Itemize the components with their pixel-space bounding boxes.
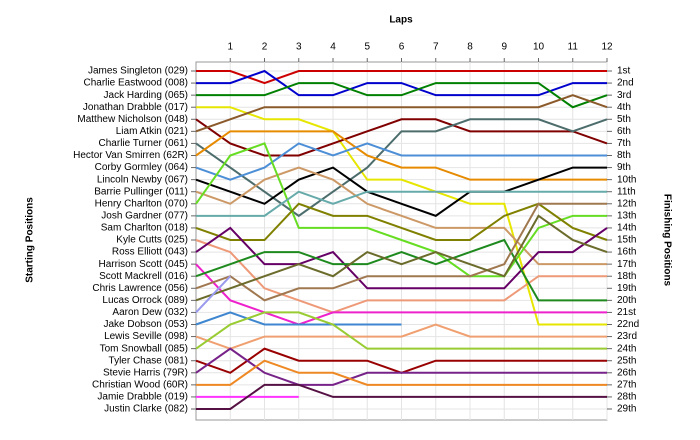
- series-line: [195, 202, 607, 302]
- y2-tick-label: 26th: [617, 367, 636, 378]
- series-line: [196, 82, 608, 109]
- y2-tick-label: 3rd: [617, 90, 631, 101]
- series-line: [196, 70, 607, 85]
- y2-tick-label: 22nd: [617, 319, 639, 330]
- legend-label: Jack Harding (065): [104, 90, 188, 101]
- series-line: [196, 69, 607, 97]
- x-tick-label: 5: [364, 42, 370, 53]
- x-tick-label: 10: [533, 42, 545, 53]
- x-tick-label: 6: [399, 42, 405, 53]
- x-tick-label: 7: [433, 42, 439, 53]
- y2-tick-label: 7th: [617, 138, 631, 149]
- legend-label: Josh Gardner (077): [101, 210, 188, 221]
- legend-label: Stevie Harris (79R): [103, 367, 188, 378]
- x-tick-label: 2: [262, 42, 268, 53]
- y2-tick-label: 12th: [617, 198, 636, 209]
- y2-tick-label: 18th: [617, 271, 636, 282]
- y2-tick-label: 23rd: [617, 331, 637, 342]
- x-tick-label: 8: [467, 42, 473, 53]
- legend-label: Barrie Pullinger (011): [94, 186, 188, 197]
- legend-label: Jake Dobson (053): [104, 319, 189, 330]
- y2-tick-label: 5th: [617, 114, 631, 125]
- y2-tick-label: 15th: [617, 235, 636, 246]
- y2-tick-label: 1st: [617, 66, 631, 77]
- legend-label: Kyle Cutts (025): [116, 235, 188, 246]
- y2-tick-label: 27th: [617, 379, 636, 390]
- series-line: [195, 94, 608, 133]
- legend-label: Lincoln Newby (067): [97, 174, 188, 185]
- legend-label: Henry Charlton (070): [95, 198, 188, 209]
- series-line: [195, 166, 607, 266]
- y2-tick-label: 6th: [617, 126, 631, 137]
- y2-tick-label: 17th: [617, 259, 636, 270]
- series-line: [195, 347, 607, 386]
- x-tick-label: 4: [330, 42, 336, 53]
- legend-label: Lucas Orrock (089): [102, 295, 188, 306]
- legend-label: Jonathan Drabble (017): [83, 102, 188, 113]
- y2-axis-title: Finishing Positions: [661, 194, 672, 287]
- legend-label: Harrison Scott (045): [99, 259, 188, 270]
- series-line: [196, 359, 607, 386]
- series-line: [195, 311, 402, 326]
- x-axis-title: Laps: [389, 15, 413, 26]
- y2-tick-label: 28th: [617, 392, 636, 403]
- y2-tick-label: 2nd: [617, 78, 634, 89]
- x-tick-label: 9: [501, 42, 507, 53]
- y2-tick-label: 24th: [617, 343, 636, 354]
- y2-tick-label: 13th: [617, 210, 636, 221]
- series-line: [195, 323, 607, 350]
- legend-label: Sam Charlton (018): [101, 223, 188, 234]
- legend-label: Matthew Nicholson (048): [77, 114, 188, 125]
- x-tick-label: 1: [227, 42, 233, 53]
- legend-label: Aaron Dew (032): [112, 307, 188, 318]
- legend-label: Hector Van Smirren (62R): [73, 150, 188, 161]
- y2-tick-label: 14th: [617, 223, 636, 234]
- legend-label: Scott Mackrell (016): [99, 271, 188, 282]
- series-line: [195, 118, 608, 157]
- series-line: [196, 383, 607, 410]
- y-axis-title: Starting Positions: [25, 197, 36, 283]
- y2-tick-label: 4th: [617, 102, 631, 113]
- legend-label: Justin Clarke (082): [104, 404, 188, 415]
- series-line: [195, 118, 608, 218]
- legend-label: Lewis Seville (098): [104, 331, 188, 342]
- y2-tick-label: 25th: [617, 355, 636, 366]
- series-line: [195, 226, 608, 290]
- series-line: [195, 311, 607, 350]
- x-tick-label: 11: [568, 42, 579, 53]
- legend-label: Liam Atkin (021): [116, 126, 188, 137]
- series-line: [195, 142, 607, 181]
- legend-label: Charlie Turner (061): [99, 138, 188, 149]
- series-line: [195, 142, 607, 278]
- y2-tick-label: 19th: [617, 283, 636, 294]
- legend-label: Charlie Eastwood (008): [84, 78, 189, 89]
- y2-tick-label: 10th: [617, 174, 636, 185]
- y2-tick-label: 29th: [617, 404, 636, 415]
- y2-tick-label: 8th: [617, 150, 631, 161]
- legend-label: Jamie Drabble (019): [97, 392, 188, 403]
- legend-label: Christian Wood (60R): [92, 379, 188, 390]
- y2-tick-label: 9th: [617, 162, 631, 173]
- y2-tick-label: 20th: [617, 295, 636, 306]
- legend-label: Corby Gormley (064): [95, 162, 188, 173]
- y2-tick-label: 21st: [617, 307, 636, 318]
- legend-label: Tom Snowball (085): [100, 343, 188, 354]
- legend-label: Tyler Chase (081): [109, 355, 188, 366]
- y2-tick-label: 11th: [617, 186, 636, 197]
- legend-label: Chris Lawrence (056): [92, 283, 188, 294]
- series-line: [196, 190, 607, 217]
- series-line: [195, 239, 607, 314]
- legend-label: Ross Elliott (043): [112, 247, 188, 258]
- series-line: [195, 214, 608, 302]
- x-tick-label: 12: [601, 42, 613, 53]
- legend-label: James Singleton (029): [88, 66, 188, 77]
- series-line: [196, 106, 607, 326]
- x-tick-label: 3: [296, 42, 302, 53]
- series-line: [195, 166, 607, 217]
- series-line: [195, 275, 231, 314]
- series-line: [195, 238, 607, 302]
- y2-tick-label: 16th: [617, 247, 636, 258]
